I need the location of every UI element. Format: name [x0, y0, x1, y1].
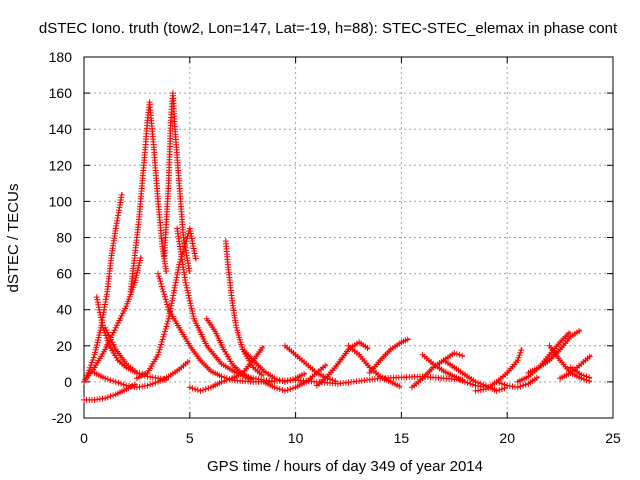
data-point-markers	[161, 90, 193, 274]
data-point-markers	[250, 373, 466, 387]
y-tick-label: 0	[64, 374, 72, 390]
series-arc9	[203, 315, 255, 382]
x-axis-label: GPS time / hours of day 349 of year 2014	[207, 458, 483, 475]
data-point-markers	[81, 381, 138, 403]
y-tick-label: 80	[56, 230, 72, 246]
y-tick-label: 40	[56, 302, 72, 318]
data-point-markers	[282, 342, 339, 384]
chart-title: dSTEC Iono. truth (tow2, Lon=147, Lat=-1…	[39, 20, 618, 37]
series-arc31	[567, 364, 593, 381]
y-tick-label: -20	[52, 410, 72, 426]
series-arc17	[282, 342, 339, 384]
series-arc6	[102, 324, 169, 383]
data-point-markers	[186, 344, 266, 394]
series-arc4	[161, 90, 193, 274]
series-arc18	[313, 339, 371, 389]
data-point-markers	[493, 374, 540, 391]
data-point-markers	[102, 324, 169, 383]
data-point-markers	[567, 364, 593, 381]
y-tick-label: 20	[56, 338, 72, 354]
x-tick-label: 10	[288, 430, 304, 446]
x-tick-label: 5	[186, 430, 194, 446]
series-group	[81, 90, 593, 403]
data-point-markers	[93, 294, 148, 378]
data-point-markers	[313, 339, 371, 389]
series-arc3	[127, 99, 170, 295]
data-point-markers	[127, 99, 170, 295]
data-point-markers	[366, 336, 411, 376]
data-point-markers	[419, 351, 487, 390]
data-point-markers	[472, 347, 525, 394]
data-point-markers	[133, 225, 199, 382]
x-tick-label: 25	[605, 430, 621, 446]
y-axis-label: dSTEC / TECUs	[5, 184, 22, 293]
series-arc14	[186, 344, 266, 394]
y-tick-label: 180	[49, 49, 73, 65]
data-point-markers	[525, 328, 583, 376]
series-arc23	[419, 351, 487, 390]
y-axis: -20 0 20 40 60 80 100 120 140 160 180	[49, 49, 613, 426]
x-axis: 0 5 10 15 20 25	[80, 57, 621, 446]
data-point-markers	[91, 359, 191, 391]
y-tick-label: 160	[49, 85, 73, 101]
x-tick-label: 20	[499, 430, 515, 446]
series-arc11	[81, 381, 138, 403]
y-tick-label: 60	[56, 266, 72, 282]
series-arc5	[93, 294, 148, 378]
x-tick-label: 15	[394, 430, 410, 446]
series-arc28	[525, 328, 583, 376]
series-arc12	[91, 359, 191, 391]
y-tick-label: 120	[49, 157, 73, 173]
data-point-markers	[155, 270, 254, 385]
series-arc13	[133, 225, 199, 382]
grid	[84, 57, 613, 418]
x-tick-label: 0	[80, 430, 88, 446]
series-arc26	[493, 374, 540, 391]
series-arc2	[81, 255, 144, 385]
series-arc20	[366, 336, 411, 376]
series-arc21	[250, 373, 466, 387]
series-arc25	[472, 347, 525, 394]
y-tick-label: 100	[49, 193, 73, 209]
y-tick-label: 140	[49, 121, 73, 137]
data-point-markers	[203, 315, 255, 382]
